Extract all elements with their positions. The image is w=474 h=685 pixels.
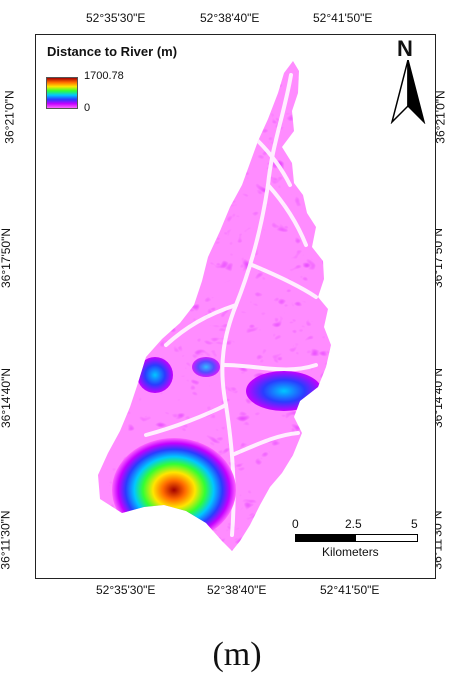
lon-label-bottom-3: 52°41'50"E: [320, 583, 380, 597]
lon-label-bottom-2: 52°38'40"E: [207, 583, 267, 597]
legend-color-ramp: [46, 77, 78, 109]
scale-bar: [295, 534, 418, 542]
raster-blue-patch-west: [137, 357, 173, 393]
scale-tick-0: 0: [292, 517, 299, 531]
lat-label-left-1: 36°21'0"N: [2, 90, 17, 144]
north-arrow-icon: [390, 60, 426, 124]
legend-title: Distance to River (m): [47, 44, 178, 59]
raster-hotspot-southwest: [112, 438, 236, 542]
lat-label-left-3: 36°14'40"N: [0, 367, 14, 429]
lon-label-bottom-1: 52°35'30"E: [96, 583, 156, 597]
map-frame: [35, 34, 436, 579]
river-network: [144, 73, 318, 537]
panel-label: (m): [212, 636, 262, 673]
legend-min-value: 0: [84, 102, 91, 114]
lon-label-top-2: 52°38'40"E: [200, 11, 260, 25]
north-arrow-label: N: [397, 36, 413, 61]
scale-bar-black-segment: [296, 535, 356, 541]
lat-label-left-4: 36°11'30"N: [0, 510, 13, 570]
lon-label-top-3: 52°41'50"E: [313, 11, 373, 25]
lat-label-right-1: 36°21'0"N: [433, 90, 448, 144]
distance-raster: [98, 61, 331, 551]
lat-label-left-2: 36°17'50"N: [0, 227, 14, 289]
raster-blue-patch-center: [192, 357, 220, 377]
scale-tick-5: 5: [411, 517, 418, 531]
scale-bar-unit: Kilometers: [322, 545, 379, 559]
legend-max-value: 1700.78: [84, 70, 124, 82]
scale-tick-2-5: 2.5: [345, 517, 362, 531]
lon-label-top-1: 52°35'30"E: [86, 11, 146, 25]
raster-blue-patch-east: [246, 371, 322, 411]
